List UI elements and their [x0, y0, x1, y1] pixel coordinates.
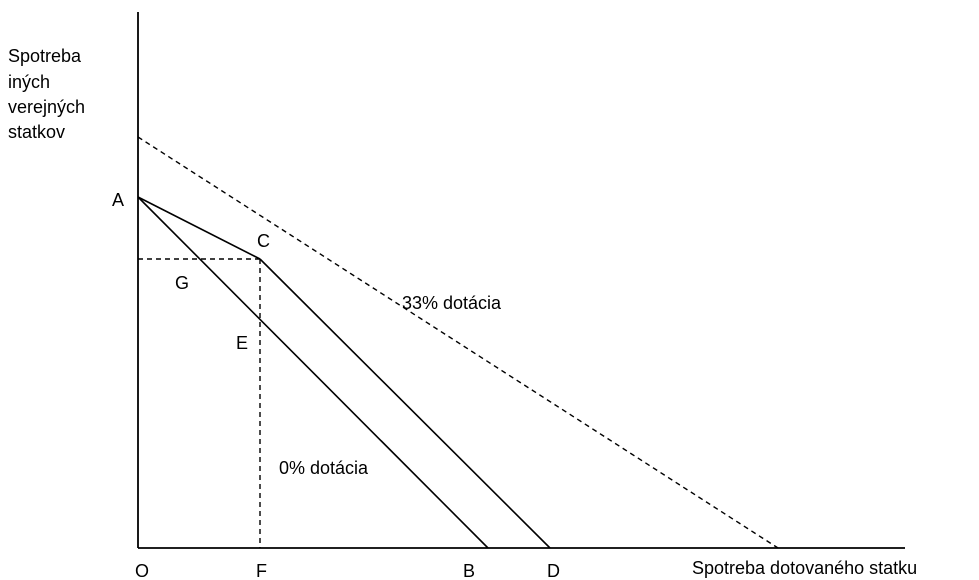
point-label-e: E	[236, 333, 248, 353]
point-label-c: C	[257, 231, 270, 251]
annotation-0-subsidy: 0% dotácia	[279, 458, 369, 478]
annotation-33-subsidy: 33% dotácia	[402, 293, 502, 313]
point-label-o: O	[135, 561, 149, 580]
x-axis-label: Spotreba dotovaného statku	[692, 558, 917, 578]
point-label-b: B	[463, 561, 475, 580]
y-axis-label-line-3: verejných	[8, 97, 85, 117]
budget-line-segment-c-d	[259, 258, 551, 549]
budget-line-0-subsidy	[137, 196, 489, 549]
point-label-a: A	[112, 190, 124, 210]
point-label-g: G	[175, 273, 189, 293]
budget-line-33-subsidy	[137, 136, 779, 549]
y-axis-label-line-2: iných	[8, 72, 50, 92]
budget-line-segment-a-c	[137, 196, 261, 260]
y-axis-label-line-4: statkov	[8, 122, 65, 142]
point-label-d: D	[547, 561, 560, 580]
y-axis-label-line-1: Spotreba	[8, 46, 82, 66]
point-label-f: F	[256, 561, 267, 580]
